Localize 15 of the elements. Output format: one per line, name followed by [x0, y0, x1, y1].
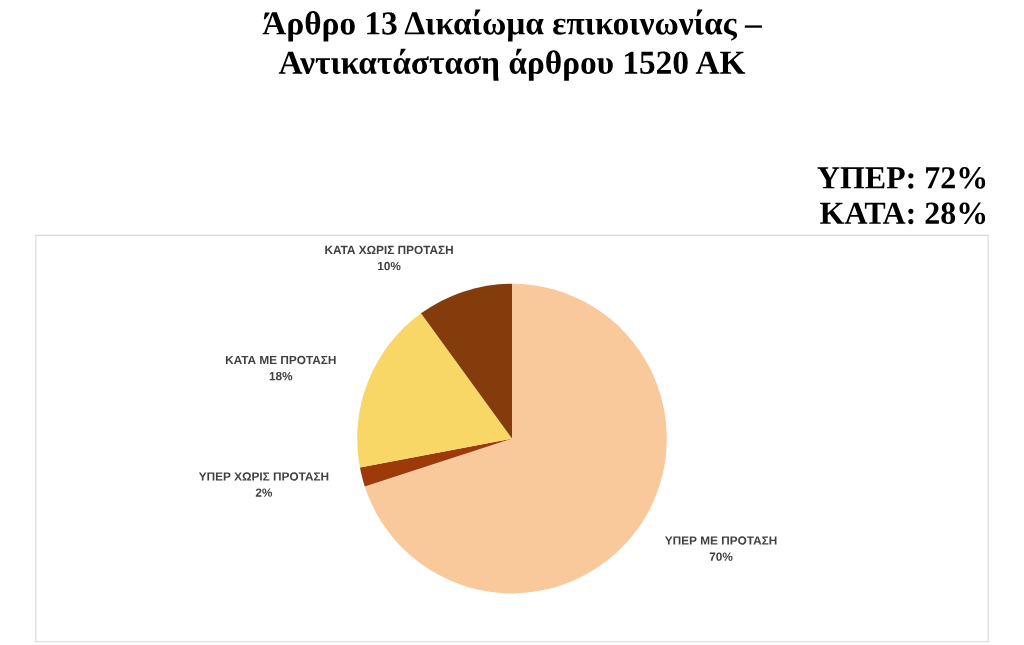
data-label: 70%	[709, 552, 733, 561]
data-label: 2%	[255, 488, 273, 497]
slice-label: ΥΠΕΡ ΧΩΡΙΣ ΠΡΟΤΑΣΗ	[198, 472, 329, 481]
slice-label: ΥΠΕΡ ΜΕ ΠΡΟΤΑΣΗ	[664, 536, 777, 545]
pie-slice	[421, 283, 512, 439]
data-label: 10%	[378, 261, 401, 271]
text: ΥΠΕΡ: 72%	[817, 167, 986, 189]
pie-slice	[359, 438, 512, 487]
slice-label: ΚΑΤΑ ΧΩΡΙΣ ΠΡΟΤΑΣΗ	[325, 245, 453, 255]
data-label: 18%	[269, 371, 293, 381]
text: ΚΑΤΑ: 28%	[820, 202, 986, 225]
pie-slice	[357, 313, 512, 468]
pie-slice	[364, 283, 667, 594]
chart-title: Άρθρο 13 Δικαίωμα επικοινωνίας – Αντικατάσταση άρθρου 1520 ΑΚ	[262, 9, 762, 81]
slice-label: ΚΑΤΑ ΜΕ ΠΡΟΤΑΣΗ	[225, 355, 336, 365]
